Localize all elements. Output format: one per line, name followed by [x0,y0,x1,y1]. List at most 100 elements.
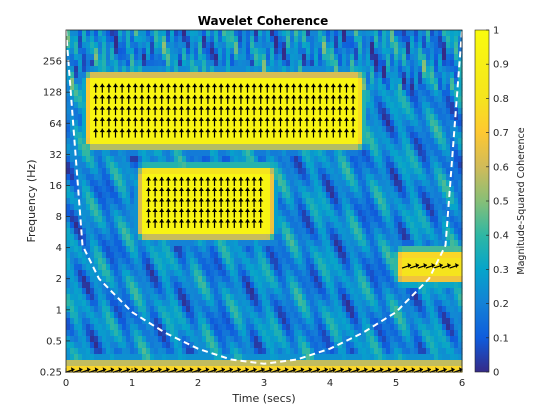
heatmap-cell [106,288,111,295]
heatmap-cell [410,36,415,43]
heatmap-cell [130,126,135,133]
heatmap-cell [378,318,383,325]
heatmap-cell [394,114,399,121]
heatmap-cell [206,330,211,337]
heatmap-cell [290,348,295,355]
heatmap-cell [154,30,159,37]
heatmap-cell [378,138,383,145]
heatmap-cell [370,360,375,367]
heatmap-cell [94,48,99,55]
heatmap-cell [138,312,143,319]
heatmap-cell [286,138,291,145]
heatmap-cell [282,342,287,349]
heatmap-cell [190,66,195,73]
heatmap-cell [170,336,175,343]
heatmap-cell [202,246,207,253]
heatmap-cell [194,114,199,121]
heatmap-cell [242,144,247,151]
heatmap-cell [162,270,167,277]
heatmap-cell [138,342,143,349]
heatmap-cell [226,156,231,163]
heatmap-cell [74,282,79,289]
heatmap-cell [150,60,155,67]
heatmap-cell [242,318,247,325]
heatmap-cell [234,300,239,307]
heatmap-cell [246,144,251,151]
heatmap-cell [74,90,79,97]
heatmap-cell [354,108,359,115]
heatmap-cell [386,306,391,313]
heatmap-cell [198,84,203,91]
heatmap-cell [334,168,339,175]
heatmap-cell [66,264,71,271]
heatmap-cell [414,78,419,85]
heatmap-cell [346,270,351,277]
heatmap-cell [362,270,367,277]
heatmap-cell [198,180,203,187]
heatmap-cell [150,78,155,85]
heatmap-cell [258,72,263,79]
heatmap-cell [362,264,367,271]
heatmap-cell [66,234,71,241]
heatmap-cell [154,354,159,361]
heatmap-cell [346,186,351,193]
heatmap-cell [338,276,343,283]
heatmap-cell [414,198,419,205]
heatmap-cell [154,222,159,229]
heatmap-cell [102,234,107,241]
heatmap-cell [174,174,179,181]
heatmap-cell [102,42,107,49]
heatmap-cell [270,348,275,355]
heatmap-cell [162,150,167,157]
heatmap-cell [66,90,71,97]
heatmap-cell [270,144,275,151]
heatmap-cell [294,108,299,115]
heatmap-cell [350,174,355,181]
heatmap-cell [322,306,327,313]
heatmap-cell [118,228,123,235]
heatmap-cell [338,114,343,121]
heatmap-cell [142,84,147,91]
heatmap-cell [78,66,83,73]
heatmap-cell [294,360,299,367]
heatmap-cell [138,60,143,67]
heatmap-cell [218,144,223,151]
heatmap-cell [222,222,227,229]
heatmap-cell [162,90,167,97]
heatmap-cell [90,330,95,337]
heatmap-cell [410,324,415,331]
heatmap-cell [342,216,347,223]
heatmap-cell [246,78,251,85]
heatmap-cell [346,114,351,121]
heatmap-cell [190,348,195,355]
heatmap-cell [330,306,335,313]
heatmap-cell [314,276,319,283]
heatmap-cell [398,60,403,67]
heatmap-cell [242,96,247,103]
heatmap-cell [262,186,267,193]
heatmap-cell [210,204,215,211]
heatmap-cell [86,138,91,145]
heatmap-cell [398,78,403,85]
heatmap-cell [278,354,283,361]
heatmap-cell [410,96,415,103]
heatmap-cell [290,246,295,253]
heatmap-cell [318,336,323,343]
heatmap-cell [398,162,403,169]
heatmap-cell [262,36,267,43]
heatmap-cell [190,78,195,85]
heatmap-cell [402,42,407,49]
heatmap-cell [378,258,383,265]
heatmap-cell [394,300,399,307]
heatmap-cell [118,234,123,241]
heatmap-cell [174,54,179,61]
heatmap-cell [262,132,267,139]
heatmap-cell [110,36,115,43]
heatmap-cell [362,252,367,259]
heatmap-cell [330,318,335,325]
heatmap-cell [110,222,115,229]
heatmap-cell [338,216,343,223]
heatmap-cell [182,216,187,223]
heatmap-cell [214,150,219,157]
heatmap-cell [330,66,335,73]
